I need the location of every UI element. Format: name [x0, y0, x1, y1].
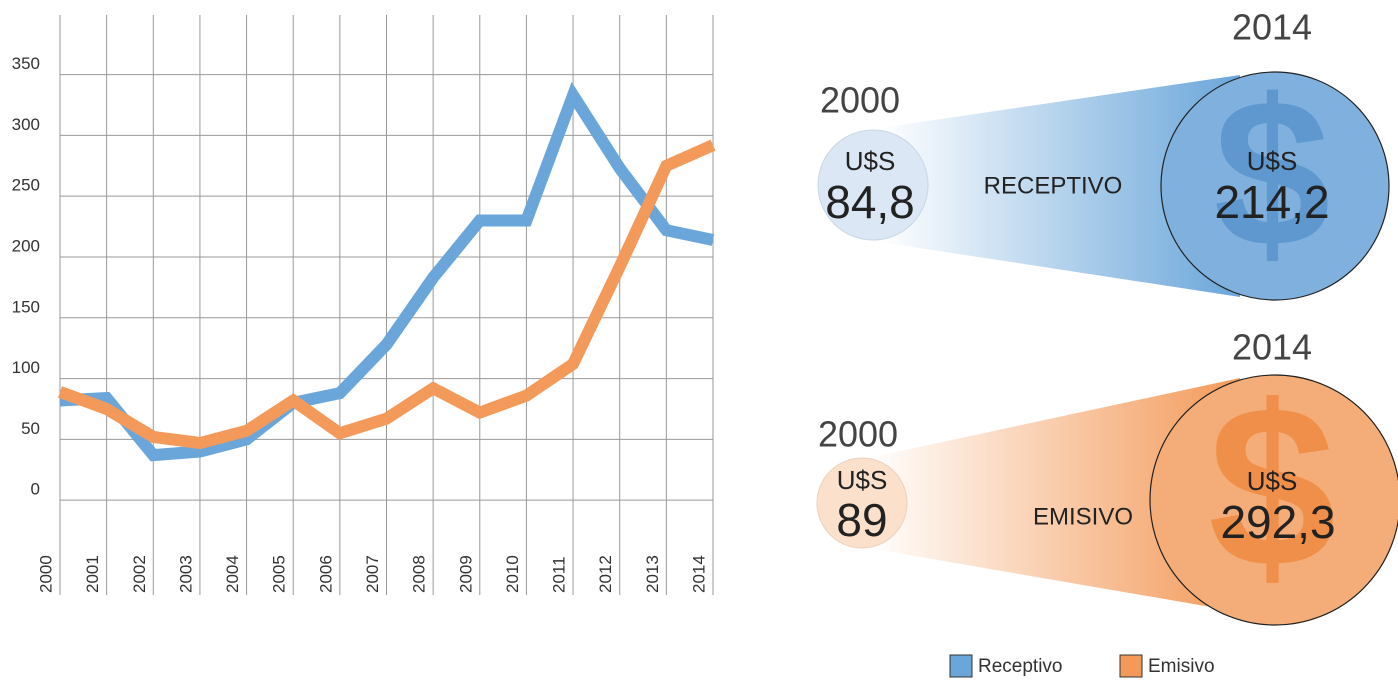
- x-tick-label: 2014: [689, 555, 708, 593]
- legend-swatch: [1119, 654, 1143, 678]
- dollar-icon: $: [1214, 55, 1331, 290]
- y-tick-label: 350: [12, 54, 40, 73]
- end-year: 2014: [1232, 327, 1312, 368]
- x-tick-label: 2003: [176, 555, 195, 593]
- legend-label: Receptivo: [978, 656, 1063, 677]
- legend-swatch: [949, 654, 973, 678]
- x-tick-label: 2000: [36, 555, 55, 593]
- start-bubble: [817, 129, 929, 241]
- dollar-icon: $: [1208, 358, 1336, 615]
- flow-band: [868, 378, 1240, 612]
- start-year: 2000: [818, 414, 898, 455]
- x-tick-label: 2008: [410, 555, 429, 593]
- end-bubble: [1160, 71, 1390, 301]
- legend-label: Emisivo: [1148, 656, 1215, 677]
- y-tick-label: 50: [21, 419, 40, 438]
- currency: U$S: [1247, 466, 1298, 496]
- start-value: 84,8: [825, 176, 915, 228]
- start-year: 2000: [820, 80, 900, 121]
- y-tick-label: 0: [31, 480, 40, 499]
- y-tick-label: 250: [12, 176, 40, 195]
- x-tick-label: 2011: [550, 556, 569, 593]
- end-year: 2014: [1232, 7, 1312, 48]
- y-tick-label: 150: [12, 297, 40, 316]
- currency: U$S: [1247, 146, 1298, 176]
- x-tick-label: 2009: [456, 555, 475, 593]
- end-bubble: [1149, 374, 1398, 626]
- end-value: 214,2: [1214, 176, 1329, 228]
- x-tick-label: 2002: [130, 555, 149, 593]
- y-tick-label: 300: [12, 115, 40, 134]
- y-tick-label: 100: [12, 358, 40, 377]
- flow-label: RECEPTIVO: [984, 172, 1123, 199]
- start-bubble: [816, 457, 908, 549]
- x-tick-label: 2012: [596, 555, 615, 593]
- series-line: [59, 81, 715, 462]
- x-tick-label: 2013: [643, 555, 662, 593]
- y-tick-label: 200: [12, 236, 40, 255]
- x-tick-label: 2004: [223, 555, 242, 593]
- x-tick-label: 2006: [316, 555, 335, 593]
- flow-label: EMISIVO: [1033, 503, 1133, 530]
- end-value: 292,3: [1220, 496, 1335, 548]
- currency: U$S: [845, 146, 896, 176]
- start-value: 89: [836, 494, 887, 546]
- x-tick-label: 2010: [503, 555, 522, 593]
- currency: U$S: [837, 465, 888, 495]
- x-tick-label: 2001: [83, 555, 102, 593]
- x-tick-label: 2005: [270, 555, 289, 593]
- series-line: [57, 139, 716, 450]
- line-chart: 2000 2001 2002 2003 2004 2005 2006 2007 2008 2009…: [12, 15, 1215, 678]
- flow-band: [880, 75, 1240, 297]
- x-tick-label: 2007: [363, 555, 382, 593]
